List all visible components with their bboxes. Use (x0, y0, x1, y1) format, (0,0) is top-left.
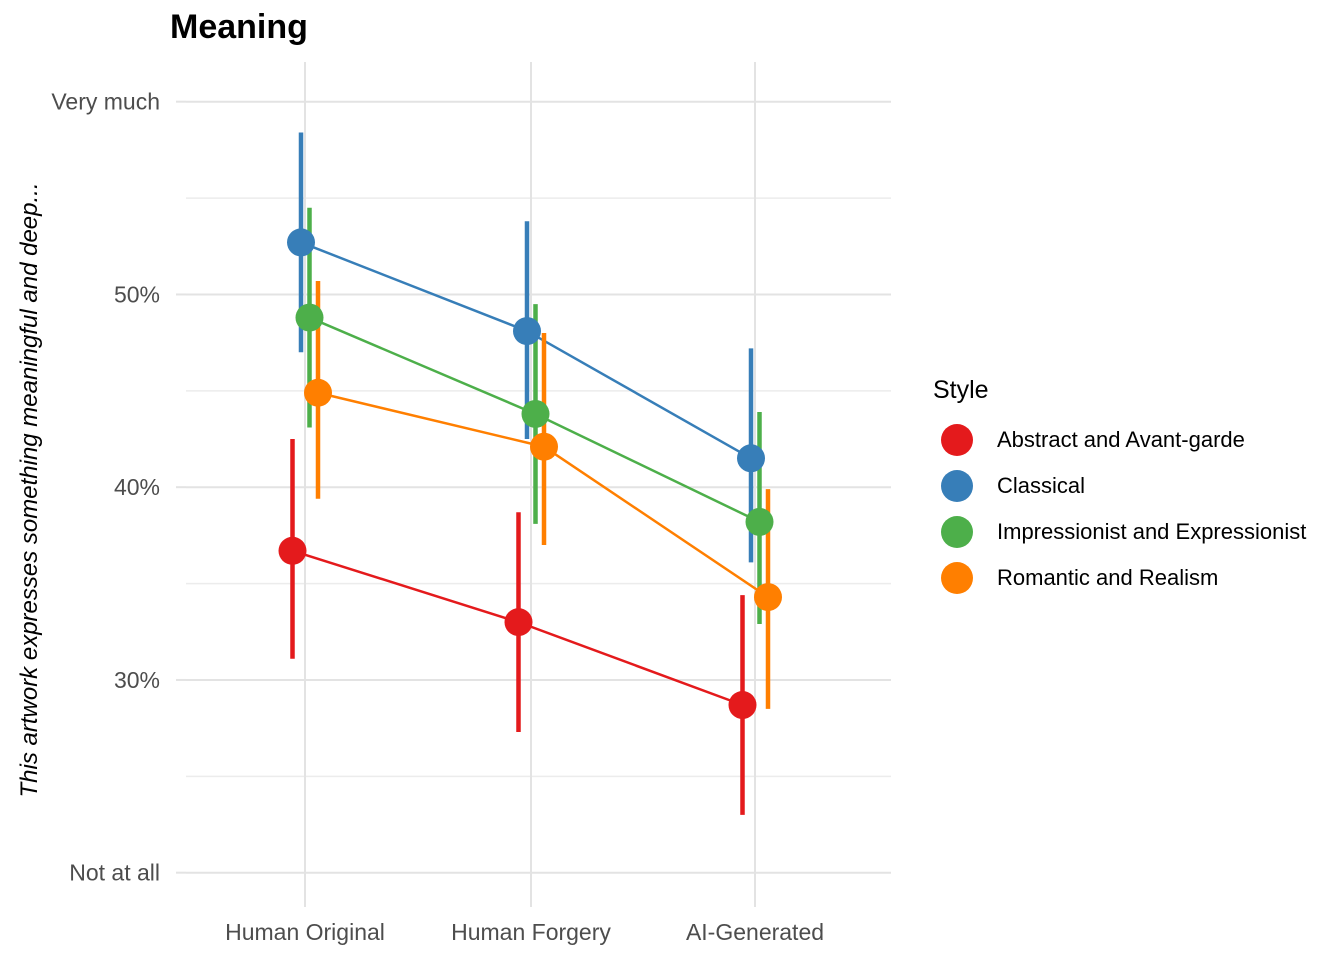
data-point (287, 228, 315, 257)
y-tick-label: 30% (114, 667, 160, 693)
y-tick-label: 40% (114, 474, 160, 500)
plot-title: Meaning (170, 8, 308, 46)
legend-swatch-circle (941, 424, 973, 456)
data-point (754, 583, 782, 612)
legend-item: Romantic and Realism (941, 555, 1333, 601)
data-point (737, 444, 765, 473)
legend-item-label: Classical (997, 473, 1086, 498)
data-point (278, 536, 307, 565)
legend-items: Abstract and Avant-garde Classical Impress… (933, 417, 1333, 601)
legend: Style Abstract and Avant-garde Classical I… (933, 376, 1333, 601)
x-tick-label: Human Original (225, 919, 385, 945)
data-point (745, 507, 774, 536)
x-tick-label: AI-Generated (686, 919, 824, 945)
data-point (295, 303, 324, 332)
data-point (728, 691, 757, 720)
y-tick-label: Very much (51, 89, 160, 115)
legend-swatch-circle (941, 516, 973, 548)
legend-swatch-circle (941, 470, 973, 502)
data-point (304, 378, 332, 407)
data-point (521, 399, 550, 428)
data-point (513, 317, 541, 346)
legend-item-label: Romantic and Realism (997, 565, 1219, 590)
data-point (504, 608, 533, 637)
y-tick-label: Not at all (69, 860, 160, 886)
x-tick-label: Human Forgery (451, 919, 611, 945)
legend-item: Classical (941, 463, 1333, 509)
legend-title: Style (933, 376, 989, 404)
y-tick-label: 50% (114, 281, 160, 307)
data-point (530, 432, 558, 461)
legend-swatch-circle (941, 562, 973, 594)
legend-item: Impressionist and Expressionist (941, 509, 1333, 555)
legend-item-label: Impressionist and Expressionist (997, 519, 1307, 544)
legend-item: Abstract and Avant-garde (941, 417, 1333, 463)
legend-item-label: Abstract and Avant-garde (997, 427, 1245, 452)
